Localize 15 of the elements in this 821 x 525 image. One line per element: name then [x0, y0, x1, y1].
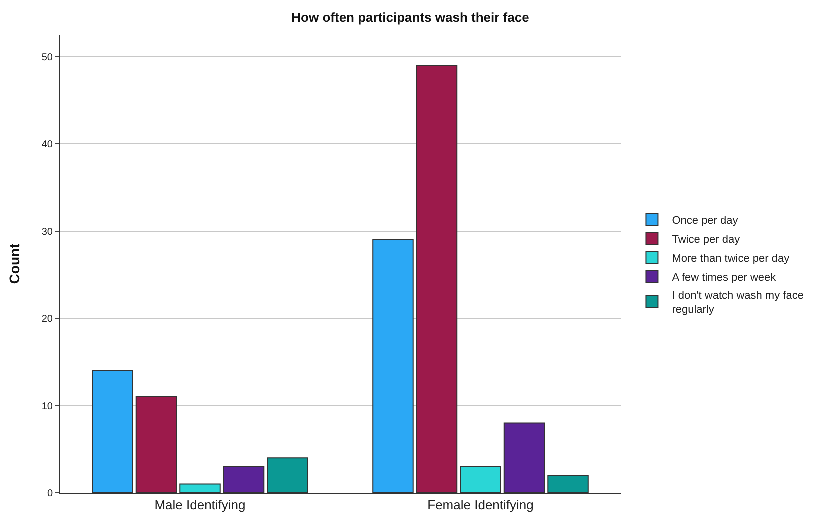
- y-tick-label: 0: [47, 488, 54, 500]
- y-tick-label: 20: [42, 314, 54, 326]
- x-tick-label: Male Identifying: [154, 498, 246, 513]
- legend-label: A few times per week: [672, 272, 777, 284]
- legend-label: Twice per day: [672, 234, 741, 246]
- y-tick-label: 50: [42, 52, 54, 64]
- legend-label: Once per day: [672, 214, 739, 227]
- y-tick-label: 30: [42, 226, 54, 238]
- y-axis-title: Count: [6, 243, 22, 284]
- legend-label: More than twice per day: [672, 252, 790, 265]
- y-tick-label: 10: [42, 401, 54, 412]
- chart-title: How often participants wash their face: [292, 10, 530, 26]
- x-tick-label: Female Identifying: [428, 498, 534, 513]
- legend-label: I don't watch wash my face regularly: [672, 290, 804, 316]
- y-tick-label: 40: [42, 140, 54, 151]
